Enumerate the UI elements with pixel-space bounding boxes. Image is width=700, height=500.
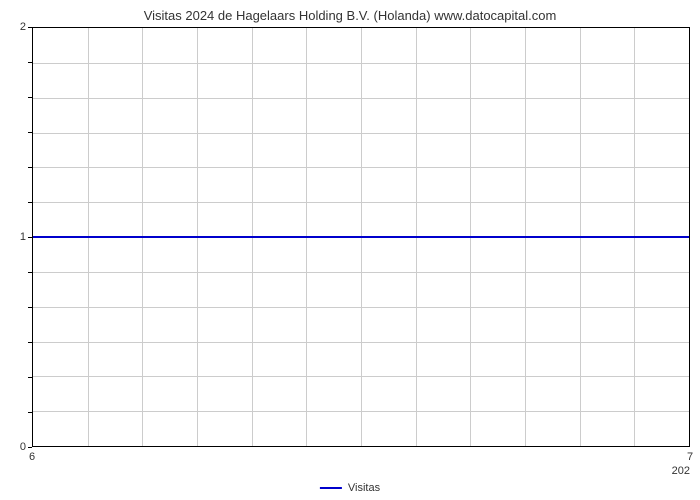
grid-line-horizontal bbox=[33, 133, 689, 134]
legend-swatch bbox=[320, 487, 342, 489]
x-axis-year-label: 202 bbox=[672, 447, 690, 477]
series-line-visitas bbox=[33, 236, 689, 238]
grid-line-horizontal bbox=[33, 411, 689, 412]
y-tick-label: 1 bbox=[20, 231, 32, 243]
grid-line-horizontal bbox=[33, 202, 689, 203]
grid-line-horizontal bbox=[33, 63, 689, 64]
chart-title: Visitas 2024 de Hagelaars Holding B.V. (… bbox=[0, 8, 700, 23]
y-tick-mark bbox=[28, 272, 32, 273]
y-tick-mark bbox=[28, 342, 32, 343]
chart-container: Visitas 2024 de Hagelaars Holding B.V. (… bbox=[0, 8, 700, 468]
y-tick-mark bbox=[28, 202, 32, 203]
grid-line-horizontal bbox=[33, 376, 689, 377]
y-tick-mark bbox=[28, 307, 32, 308]
grid-line-horizontal bbox=[33, 342, 689, 343]
y-tick-mark bbox=[28, 132, 32, 133]
y-tick-mark bbox=[28, 97, 32, 98]
y-tick-mark bbox=[28, 377, 32, 378]
y-tick-mark bbox=[28, 167, 32, 168]
grid-line-horizontal bbox=[33, 167, 689, 168]
grid-line-horizontal bbox=[33, 98, 689, 99]
y-tick-mark bbox=[28, 412, 32, 413]
grid-line-horizontal bbox=[33, 307, 689, 308]
legend-label: Visitas bbox=[348, 482, 380, 494]
plot-area bbox=[32, 27, 690, 447]
legend: Visitas bbox=[320, 482, 380, 494]
x-tick-label: 6 bbox=[29, 447, 35, 463]
y-tick-mark bbox=[28, 62, 32, 63]
grid-line-horizontal bbox=[33, 272, 689, 273]
y-tick-label: 2 bbox=[20, 21, 32, 33]
plot-wrapper: 01267202 bbox=[32, 27, 690, 447]
